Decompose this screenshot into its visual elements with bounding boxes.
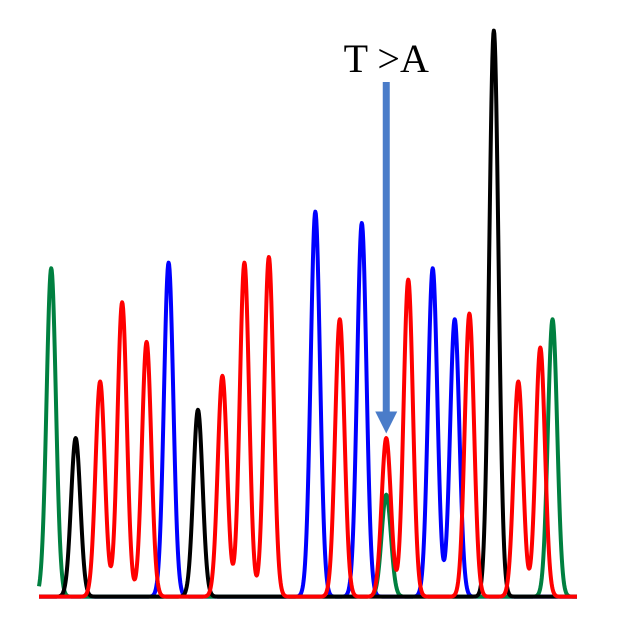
mutation-label: T >A	[344, 36, 429, 81]
annotation-arrow-head	[375, 411, 398, 434]
trace-line	[37, 255, 579, 599]
trace-group	[37, 28, 579, 599]
mutation-annotation: T >A	[344, 36, 429, 434]
